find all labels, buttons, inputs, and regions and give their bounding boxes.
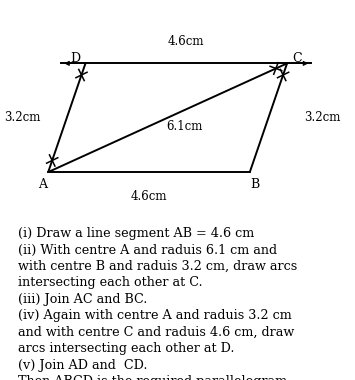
Text: 3.2cm: 3.2cm — [4, 111, 40, 124]
Text: intersecting each other at C.: intersecting each other at C. — [17, 276, 202, 290]
Text: (i) Draw a line segment AB = 4.6 cm: (i) Draw a line segment AB = 4.6 cm — [17, 227, 254, 240]
Text: with centre B and raduis 3.2 cm, draw arcs: with centre B and raduis 3.2 cm, draw ar… — [17, 260, 297, 273]
Text: Then ABCD is the required parallelogram.: Then ABCD is the required parallelogram. — [17, 375, 291, 380]
Text: 3.2cm: 3.2cm — [304, 111, 340, 124]
Text: 4.6cm: 4.6cm — [131, 190, 167, 203]
Text: C: C — [292, 52, 301, 65]
Text: (iv) Again with centre A and raduis 3.2 cm: (iv) Again with centre A and raduis 3.2 … — [17, 309, 291, 322]
Text: B: B — [250, 178, 260, 191]
Text: (ii) With centre A and raduis 6.1 cm and: (ii) With centre A and raduis 6.1 cm and — [17, 244, 277, 256]
Text: D: D — [71, 52, 81, 65]
Text: 4.6cm: 4.6cm — [168, 35, 204, 49]
Text: (v) Join AD and  CD.: (v) Join AD and CD. — [17, 359, 147, 372]
Text: A: A — [38, 178, 48, 191]
Text: and with centre C and raduis 4.6 cm, draw: and with centre C and raduis 4.6 cm, dra… — [17, 326, 294, 339]
Text: arcs intersecting each other at D.: arcs intersecting each other at D. — [17, 342, 234, 355]
Text: (iii) Join AC and BC.: (iii) Join AC and BC. — [17, 293, 147, 306]
Text: 6.1cm: 6.1cm — [166, 120, 202, 133]
